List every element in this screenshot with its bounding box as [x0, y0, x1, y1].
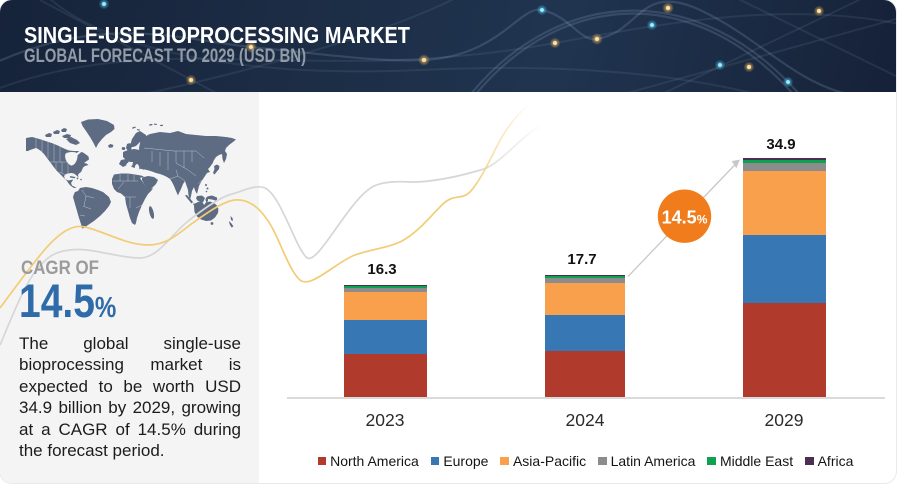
svg-text:14.5%: 14.5%: [662, 207, 708, 227]
